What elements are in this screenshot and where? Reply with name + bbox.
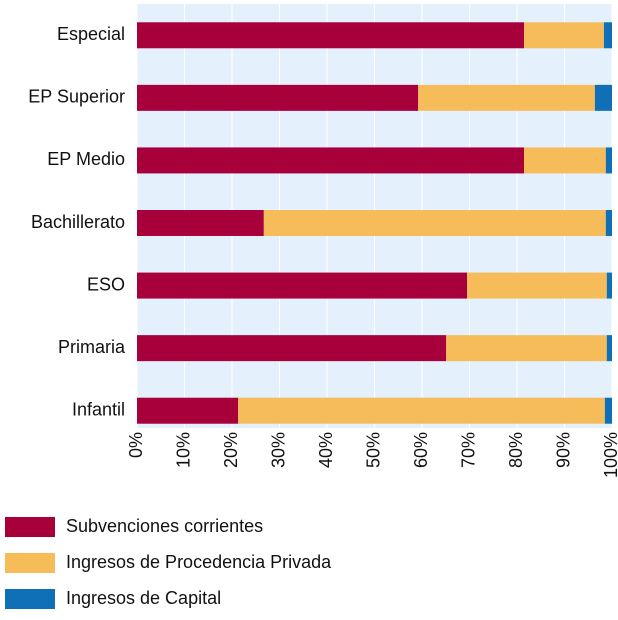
bar-segment xyxy=(605,210,612,236)
bar-segment xyxy=(606,335,612,362)
bar-segment xyxy=(467,272,607,299)
x-tick-label: 50% xyxy=(363,432,383,468)
bar-segment xyxy=(418,84,595,111)
x-tick-label: 100% xyxy=(601,432,618,478)
legend-label: Ingresos de Capital xyxy=(66,588,221,608)
x-tick-label: 0% xyxy=(126,432,146,458)
bar-segment xyxy=(605,147,612,174)
bar-segment xyxy=(137,210,264,236)
y-tick-label: EP Medio xyxy=(47,149,125,169)
x-tick-label: 70% xyxy=(458,432,478,468)
y-tick-label: Primaria xyxy=(58,337,126,357)
bar-segment xyxy=(524,22,604,49)
y-tick-label: Infantil xyxy=(72,399,125,419)
bar-segment xyxy=(606,272,612,299)
legend-swatch xyxy=(5,517,55,537)
x-tick-label: 60% xyxy=(411,432,431,468)
bar-segment xyxy=(594,84,612,111)
x-tick-label: 40% xyxy=(316,432,336,468)
x-tick-label: 30% xyxy=(268,432,288,468)
legend-label: Ingresos de Procedencia Privada xyxy=(66,552,332,572)
y-tick-label: EP Superior xyxy=(28,87,125,107)
x-tick-label: 20% xyxy=(221,432,241,468)
legend-swatch xyxy=(5,553,55,573)
y-tick-label: Bachillerato xyxy=(31,212,125,232)
bar-segment xyxy=(524,147,606,174)
bar-segment xyxy=(137,22,525,49)
bar-segment xyxy=(603,22,612,49)
y-tick-label: Especial xyxy=(57,24,125,44)
bar-segment xyxy=(137,84,419,111)
bar-segment xyxy=(446,335,607,362)
bar-segment xyxy=(238,397,605,424)
y-tick-label: ESO xyxy=(87,274,125,294)
bar-segment xyxy=(137,147,525,174)
legend-swatch xyxy=(5,589,55,609)
x-tick-label: 90% xyxy=(553,432,573,468)
bar-segment xyxy=(137,335,447,362)
legend-label: Subvenciones corrientes xyxy=(66,516,263,536)
x-tick-label: 80% xyxy=(506,432,526,468)
bar-segment xyxy=(604,397,612,424)
bar-segment xyxy=(137,397,239,424)
bar-segment xyxy=(263,210,606,236)
bar-segment xyxy=(137,272,468,299)
x-tick-label: 10% xyxy=(173,432,193,468)
